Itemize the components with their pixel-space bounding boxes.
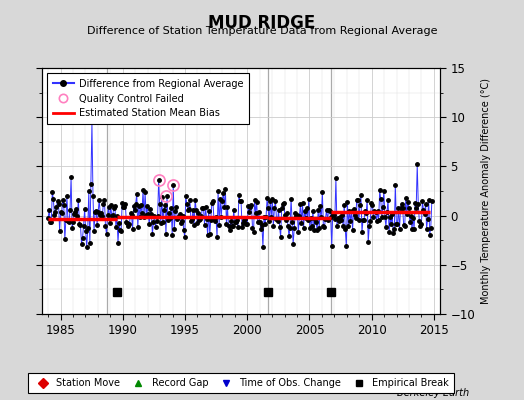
Text: Difference of Station Temperature Data from Regional Average: Difference of Station Temperature Data f…: [87, 26, 437, 36]
Text: MUD RIDGE: MUD RIDGE: [209, 14, 315, 32]
Legend: Station Move, Record Gap, Time of Obs. Change, Empirical Break: Station Move, Record Gap, Time of Obs. C…: [28, 374, 454, 393]
Text: Berkeley Earth: Berkeley Earth: [397, 388, 469, 398]
Y-axis label: Monthly Temperature Anomaly Difference (°C): Monthly Temperature Anomaly Difference (…: [481, 78, 491, 304]
Legend: Difference from Regional Average, Quality Control Failed, Estimated Station Mean: Difference from Regional Average, Qualit…: [47, 73, 249, 124]
